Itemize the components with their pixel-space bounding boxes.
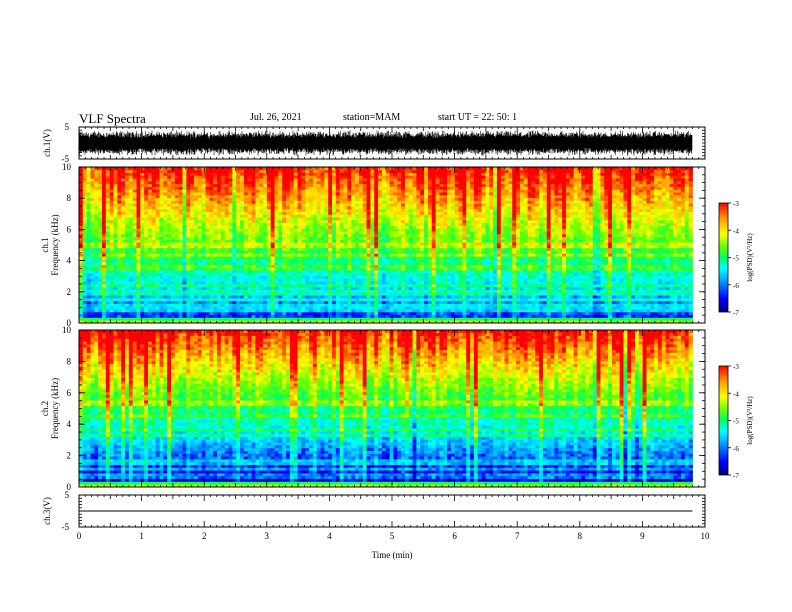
colorbar-label: log(PSD)(V²/Hz) (746, 233, 754, 282)
ch3-ytick-top: 5 (65, 490, 70, 500)
freq-ytick-label: 8 (67, 193, 72, 203)
ch3-waveform-ylabel: ch.3(V) (42, 497, 52, 525)
x-tick-label: 9 (640, 531, 645, 541)
colorbar (718, 365, 729, 476)
colorbar-tick-label: -4 (733, 227, 739, 235)
colorbar-tick-label: -6 (733, 282, 739, 290)
x-tick-label: 10 (701, 531, 711, 541)
chart-title: VLF Spectra (79, 111, 146, 126)
x-tick-label: 0 (77, 531, 82, 541)
ch1-waveform-trace (78, 130, 693, 156)
colorbar-tick-label: -3 (733, 200, 739, 208)
x-tick-label: 5 (390, 531, 395, 541)
freq-ytick-label: 2 (67, 451, 72, 461)
freq-ytick-label: 6 (67, 388, 72, 398)
colorbar-tick-label: -5 (733, 418, 739, 426)
date-label: Jul. 26, 2021 (250, 112, 302, 123)
x-tick-label: 6 (452, 531, 457, 541)
colorbar-tick-label: -3 (733, 363, 739, 371)
x-tick-label: 1 (139, 531, 144, 541)
x-tick-label: 2 (202, 531, 207, 541)
x-axis-label: Time (min) (372, 550, 413, 560)
colorbar-label: log(PSD)(V²/Hz) (746, 396, 754, 445)
ch3-ytick-bottom: -5 (62, 522, 70, 532)
ch1-frequency-ylabel: Frequency (kHz) (50, 214, 60, 275)
start-time-label: start UT = 22: 50: 1 (438, 112, 518, 123)
freq-ytick-label: 6 (67, 224, 72, 234)
x-tick-label: 3 (265, 531, 270, 541)
station-label: station=MAM (343, 112, 401, 123)
freq-ytick-label: 4 (67, 419, 72, 429)
x-tick-label: 8 (578, 531, 583, 541)
spectrogram-ch2-image (79, 330, 693, 488)
colorbar-tick-label: -7 (733, 309, 739, 317)
ch2-frequency-ylabel: Frequency (kHz) (50, 378, 60, 439)
colorbar-tick-label: -5 (733, 255, 739, 263)
ch1-waveform-ylabel: ch.1(V) (42, 129, 52, 157)
ch2-channel-label: ch.2 (40, 401, 50, 416)
ch1-ytick-bottom: -5 (62, 154, 70, 164)
x-tick-label: 7 (515, 531, 520, 541)
freq-ytick-label: 2 (67, 287, 72, 297)
colorbar-tick-label: -7 (733, 472, 739, 480)
colorbar-tick-label: -4 (733, 390, 739, 398)
freq-ytick-label: 8 (67, 356, 72, 366)
freq-ytick-label: 4 (67, 256, 72, 266)
ch1-ytick-top: 5 (65, 122, 70, 132)
colorbar-tick-label: -6 (733, 445, 739, 453)
colorbar (718, 202, 729, 313)
freq-ytick-label: 0 (67, 482, 72, 492)
spectrogram-ch1-image (79, 167, 693, 324)
x-tick-label: 4 (327, 531, 332, 541)
freq-ytick-label: 10 (62, 325, 72, 335)
ch1-channel-label: ch.1 (40, 237, 50, 252)
freq-ytick-label: 10 (62, 162, 72, 172)
freq-ytick-label: 0 (67, 318, 72, 328)
